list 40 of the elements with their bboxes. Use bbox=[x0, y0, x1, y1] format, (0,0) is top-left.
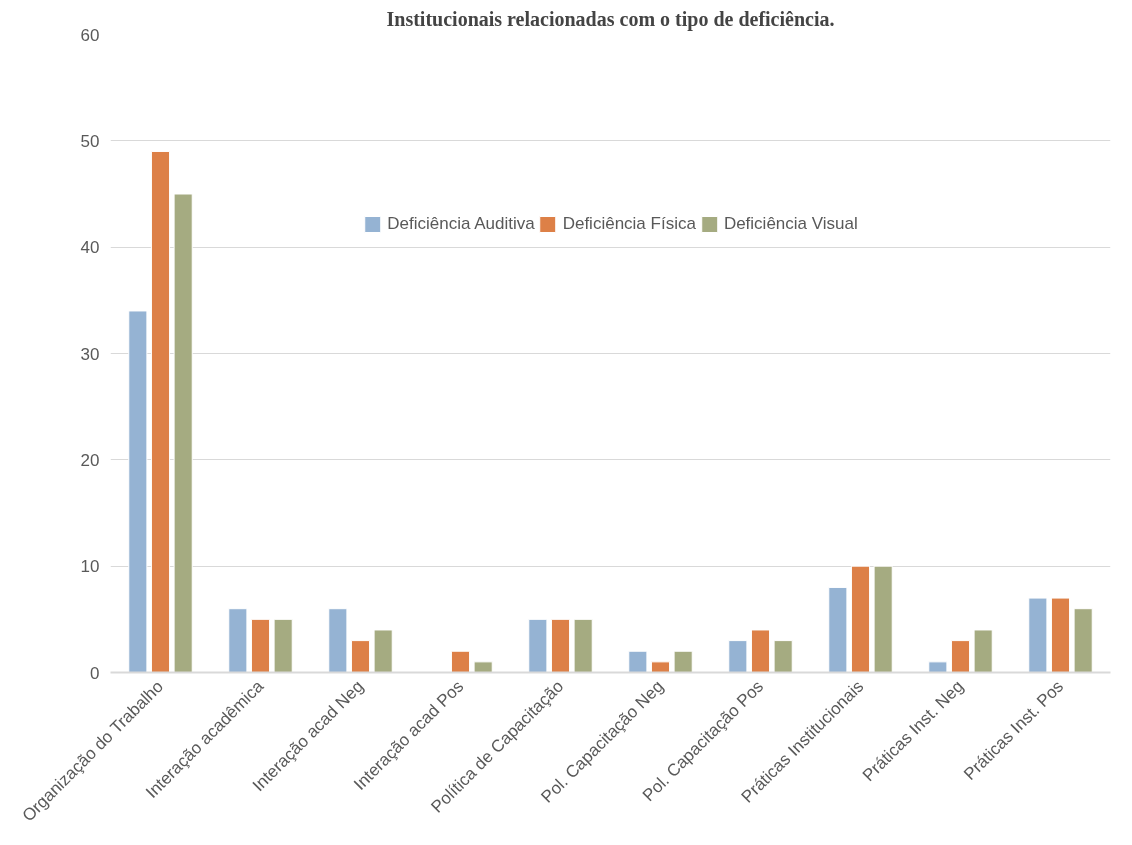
bar bbox=[173, 193, 193, 673]
bar bbox=[950, 640, 971, 673]
y-tick-label: 10 bbox=[80, 557, 100, 577]
legend-label: Deficiência Visual bbox=[723, 214, 858, 234]
bar bbox=[228, 608, 248, 673]
bar bbox=[328, 608, 348, 673]
y-tick-label: 20 bbox=[80, 450, 100, 470]
y-tick-label: 30 bbox=[80, 344, 100, 364]
bar bbox=[473, 661, 493, 673]
legend-label: Deficiência Auditiva bbox=[387, 214, 535, 234]
bar bbox=[773, 640, 793, 673]
bar bbox=[128, 310, 148, 673]
bar bbox=[728, 640, 748, 673]
bar bbox=[750, 629, 771, 673]
y-tick-label: 50 bbox=[80, 131, 100, 151]
bar bbox=[250, 618, 271, 673]
bar bbox=[873, 565, 893, 673]
bar bbox=[1073, 608, 1093, 673]
bar bbox=[550, 618, 571, 673]
bar bbox=[673, 650, 693, 673]
bar bbox=[573, 618, 593, 673]
y-tick-label: 40 bbox=[80, 238, 100, 258]
bar bbox=[273, 618, 293, 673]
legend-label: Deficiência Física bbox=[562, 214, 696, 234]
bar bbox=[373, 629, 393, 673]
bar bbox=[650, 661, 671, 673]
bar bbox=[928, 661, 948, 673]
bar bbox=[828, 586, 848, 673]
chart-title: Institucionais relacionadas com o tipo de deficiência. bbox=[386, 7, 835, 31]
bar bbox=[150, 150, 171, 673]
bar bbox=[628, 650, 648, 673]
bar bbox=[450, 650, 471, 673]
bar bbox=[350, 640, 371, 673]
bar bbox=[528, 618, 548, 673]
y-tick-label: 60 bbox=[80, 25, 100, 45]
bar bbox=[973, 629, 993, 673]
bar bbox=[850, 565, 871, 673]
y-tick-label: 0 bbox=[90, 663, 100, 683]
bar bbox=[1028, 597, 1048, 673]
bar bbox=[1050, 597, 1071, 673]
